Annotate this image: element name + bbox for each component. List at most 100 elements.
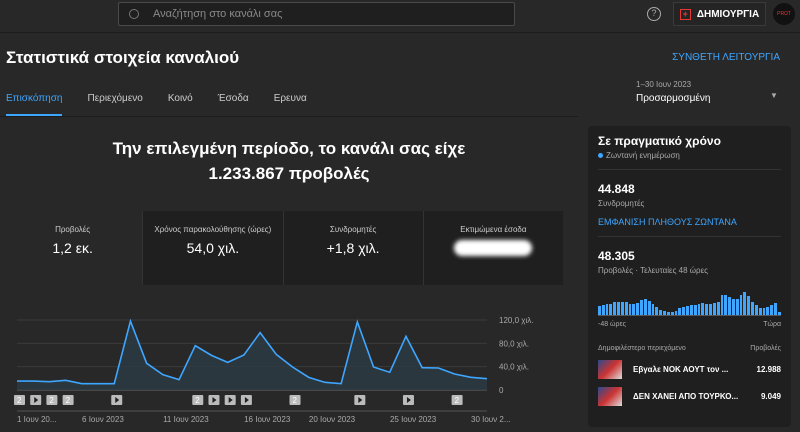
live-dot-icon [598, 153, 603, 158]
x-tick-label: 11 Ιουν 2023 [163, 415, 209, 424]
hourly-bar [690, 305, 693, 315]
hourly-bar [755, 305, 758, 315]
hourly-bar [640, 300, 643, 315]
advanced-mode-link[interactable]: ΣΥΝΘΕΤΗ ΛΕΙΤΟΥΡΓΙΑ [672, 52, 780, 63]
metric-label: Προβολές [3, 225, 142, 234]
axis-start: -48 ώρες [598, 321, 626, 328]
x-tick-label: 25 Ιουν 2023 [390, 415, 437, 424]
headline-line2: 1.233.867 προβολές [0, 161, 578, 186]
hourly-bar [678, 308, 681, 315]
video-thumbnail [598, 387, 622, 406]
chevron-down-icon[interactable]: ▼ [770, 91, 778, 100]
live-label: Ζωντανή ενημέρωση [606, 151, 680, 160]
video-title: ΔΕΝ ΧΑΝΕΙ ΑΠΟ ΤΟΥΡΚΟ... [633, 392, 761, 401]
list-item[interactable]: ΔΕΝ ΧΑΝΕΙ ΑΠΟ ΤΟΥΡΚΟ...9.049 [598, 387, 781, 406]
hourly-bar [774, 303, 777, 315]
hourly-bar [713, 303, 716, 315]
hourly-bar [770, 305, 773, 315]
live-status: Ζωντανή ενημέρωση [598, 151, 781, 160]
marker-count: 2 [17, 396, 22, 405]
video-thumbnail [598, 360, 622, 379]
metric-card-revenue[interactable]: Εκτιμώμενα έσοδα [424, 211, 563, 285]
hourly-bar [717, 302, 720, 315]
hourly-bar [644, 299, 647, 315]
realtime-views: 48.305 [598, 249, 781, 263]
hourly-bar [709, 304, 712, 315]
axis-end: Τώρα [763, 321, 781, 328]
marker-count: 2 [195, 396, 200, 405]
hourly-bar [609, 304, 612, 315]
hourly-bar [659, 310, 662, 315]
divider [0, 116, 578, 117]
realtime-panel: Σε πραγματικό χρόνο Ζωντανή ενημέρωση 44… [588, 126, 791, 427]
divider [598, 236, 781, 237]
list-item[interactable]: Εβγαλε ΝΟΚ ΑΟΥΤ τον ...12.988 [598, 360, 781, 379]
hourly-bar [740, 295, 743, 315]
metric-label: Συνδρομητές [284, 225, 423, 234]
hourly-bar [675, 311, 678, 315]
hourly-bar [648, 301, 651, 315]
subscriber-count: 44.848 [598, 182, 781, 196]
create-icon: + [680, 9, 691, 20]
hourly-bar [655, 307, 658, 315]
help-icon[interactable]: ? [647, 7, 661, 21]
hourly-bar [701, 303, 704, 315]
metric-cards: Προβολές 1,2 εκ. Χρόνος παρακολούθησης (ώ… [3, 211, 563, 285]
date-range[interactable]: 1–30 Ιουν 2023 [636, 80, 691, 89]
hourly-bars [598, 292, 781, 316]
search-icon [129, 9, 139, 19]
hourly-bar [698, 304, 701, 315]
marker-count: 2 [455, 396, 460, 405]
y-tick-label: 0 [499, 386, 504, 395]
hourly-bar [743, 292, 746, 315]
x-tick-label: 6 Ιουν 2023 [82, 415, 124, 424]
hourly-bar [625, 302, 628, 315]
hourly-bar [629, 304, 632, 315]
live-count-link[interactable]: ΕΜΦΑΝΙΣΗ ΠΛΗΘΟΥΣ ΖΩΝΤΑΝΑ [598, 217, 781, 227]
search-input[interactable]: Αναζήτηση στο κανάλι σας [118, 2, 515, 26]
tab-revenue[interactable]: Έσοδα [218, 93, 249, 116]
realtime-title: Σε πραγματικό χρόνο [598, 134, 781, 148]
hourly-bar [613, 302, 616, 315]
tab-audience[interactable]: Κοινό [168, 93, 193, 116]
hourly-bar [667, 312, 670, 315]
hourly-bar [705, 304, 708, 315]
tab-content[interactable]: Περιεχόμενο [87, 93, 142, 116]
metric-card-views[interactable]: Προβολές 1,2 εκ. [3, 211, 143, 285]
divider [598, 169, 781, 170]
range-select[interactable]: Προσαρμοσμένη [636, 93, 710, 104]
y-tick-label: 40,0 χιλ. [499, 363, 529, 372]
hourly-bar [724, 295, 727, 315]
video-title: Εβγαλε ΝΟΚ ΑΟΥΤ τον ... [633, 365, 757, 374]
tab-overview[interactable]: Επισκόπηση [6, 93, 62, 116]
metric-label: Χρόνος παρακολούθησης (ώρες) [143, 225, 282, 234]
marker-count: 2 [66, 396, 71, 405]
hourly-bar [751, 302, 754, 315]
metric-value: 1,2 εκ. [3, 240, 142, 256]
metric-label: Εκτιμώμενα έσοδα [424, 225, 563, 234]
hourly-bar [652, 304, 655, 315]
x-tick-label: 1 Ιουν 20... [17, 415, 57, 424]
hourly-bar [778, 312, 781, 315]
tabs: Επισκόπηση Περιεχόμενο Κοινό Έσοδα Ερευν… [6, 93, 332, 116]
page-title: Στατιστικά στοιχεία καναλιού [6, 48, 239, 68]
tab-research[interactable]: Ερευνα [274, 93, 307, 116]
create-button[interactable]: + ΔΗΜΙΟΥΡΓΙΑ [673, 2, 766, 26]
hourly-bar [747, 296, 750, 315]
popular-label: Δημοφιλέστερο περιεχόμενο [598, 345, 686, 352]
metric-card-watch-time[interactable]: Χρόνος παρακολούθησης (ώρες)54,0 χιλ. [143, 211, 283, 285]
hourly-bar [759, 308, 762, 315]
hourly-bar [606, 304, 609, 315]
headline: Την επιλεγμένη περίοδο, το κανάλι σας εί… [0, 136, 578, 186]
hourly-bar [636, 303, 639, 315]
hourly-bar [766, 307, 769, 315]
create-label: ΔΗΜΙΟΥΡΓΙΑ [697, 9, 759, 20]
metric-value: +1,8 χιλ. [284, 240, 423, 256]
avatar[interactable]: PRΩT [773, 3, 795, 25]
metric-card-subscribers[interactable]: Συνδρομητές +1,8 χιλ. [284, 211, 424, 285]
hourly-bar [686, 306, 689, 315]
x-tick-label: 20 Ιουν 2023 [309, 415, 356, 424]
hourly-bar [663, 311, 666, 315]
hourly-bar [632, 304, 635, 315]
